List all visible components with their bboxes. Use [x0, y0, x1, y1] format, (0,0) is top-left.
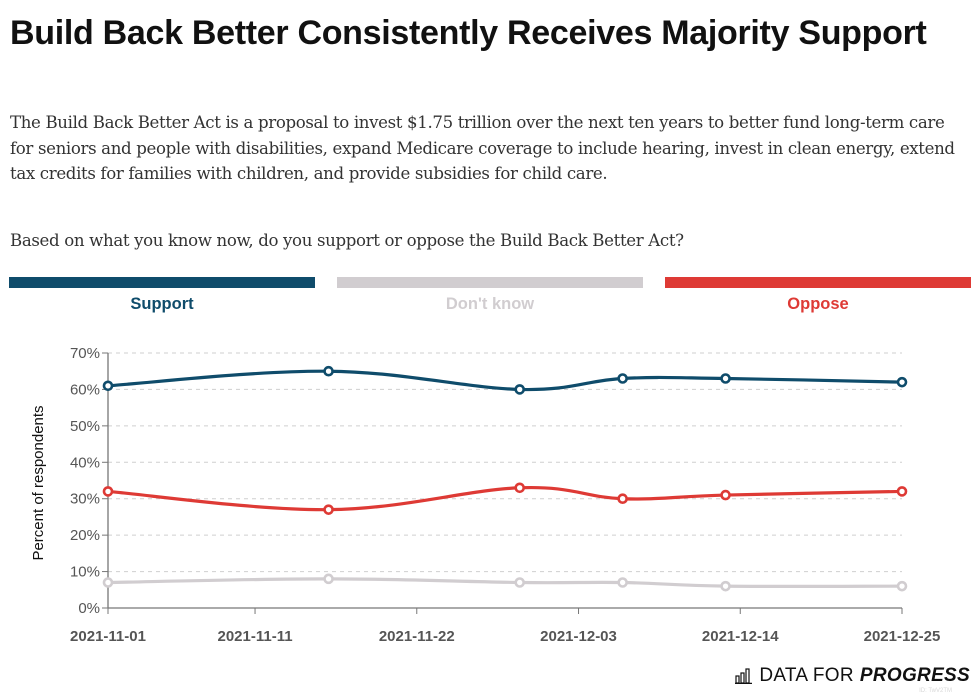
gridlines [108, 352, 902, 573]
series-oppose [102, 482, 908, 515]
data-point-oppose [514, 482, 526, 494]
x-tick-label: 2021-11-01 [70, 628, 146, 645]
legend: Support Don't know Oppose [9, 277, 971, 317]
y-tick-label: 0% [78, 600, 100, 617]
line-chart: 0%10%20%30%40%50%60%70% 2021-11-01 2021-1… [30, 345, 941, 645]
legend-item-dont-know[interactable]: Don't know [337, 277, 643, 314]
data-point-don-t-know [617, 577, 628, 588]
legend-label-oppose: Oppose [787, 295, 849, 313]
data-point-support [896, 376, 908, 388]
series-lines [102, 365, 908, 592]
x-axis: 2021-11-01 2021-11-11 2021-11-22 2021-12-03… [70, 607, 941, 645]
data-for-progress-logo: DATA FOR PROGRESS [735, 665, 970, 687]
data-point-support [514, 384, 526, 395]
data-point-don-t-know [323, 573, 334, 585]
chart-title: Build Back Better Consistently Receives … [10, 14, 927, 52]
y-axis: 0% 10% 20% 30% 40% 50% 60% 70% [70, 345, 109, 617]
survey-question: Based on what you know now, do you suppo… [10, 231, 684, 250]
y-tick-label: 40% [70, 454, 100, 471]
legend-label-dont-know: Don't know [445, 295, 535, 313]
y-tick-label: 30% [70, 491, 100, 508]
data-point-don-t-know [896, 580, 908, 592]
y-tick-label: 70% [70, 345, 100, 362]
series-don-t-know [102, 573, 908, 592]
data-point-oppose [102, 486, 114, 497]
data-point-don-t-know [514, 577, 526, 588]
data-point-don-t-know [102, 577, 114, 588]
y-tick-label: 20% [70, 527, 100, 544]
y-tick-label: 10% [70, 564, 100, 581]
legend-label-support: Support [130, 295, 194, 313]
y-tick-label: 60% [70, 381, 100, 398]
data-point-support [323, 365, 334, 377]
x-tick-label: 2021-12-03 [540, 628, 617, 645]
legend-swatch-oppose [665, 277, 971, 288]
data-point-oppose [323, 504, 334, 515]
chart-id: ID: TwV2TM [919, 688, 952, 694]
series-support [102, 365, 908, 395]
legend-swatch-dont-know [337, 277, 643, 288]
data-point-support [720, 373, 731, 384]
brand-text-bold: PROGRESS [859, 665, 970, 686]
data-point-support [617, 373, 628, 384]
data-point-oppose [896, 486, 908, 497]
legend-item-oppose[interactable]: Oppose [665, 277, 971, 314]
x-tick-label: 2021-12-25 [864, 628, 941, 645]
data-point-oppose [720, 489, 731, 501]
legend-item-support[interactable]: Support [9, 277, 315, 314]
y-axis-label: Percent of respondents [30, 405, 47, 560]
x-tick-label: 2021-11-22 [379, 628, 455, 645]
legend-swatch-support [9, 277, 315, 288]
series-line-don-t-know [106, 577, 904, 589]
x-tick-label: 2021-11-11 [217, 628, 292, 645]
data-point-support [102, 380, 114, 392]
series-line-oppose [106, 485, 904, 512]
y-tick-label: 50% [70, 418, 100, 435]
data-point-don-t-know [720, 580, 731, 592]
brand-text-light: DATA FOR [759, 665, 854, 686]
series-line-support [106, 369, 904, 392]
chart-description: The Build Back Better Act is a proposal … [10, 113, 955, 183]
data-point-oppose [617, 493, 628, 505]
x-tick-label: 2021-12-14 [702, 628, 779, 645]
bar-chart-icon [735, 668, 753, 684]
